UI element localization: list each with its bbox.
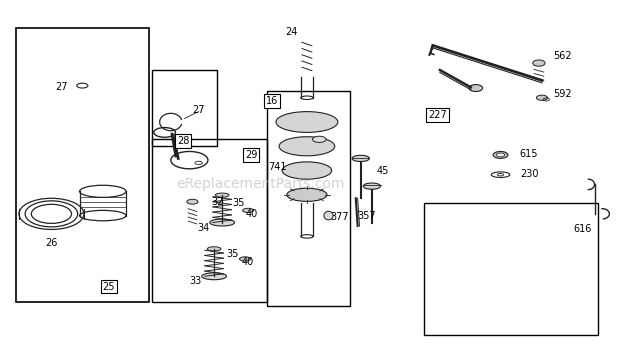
Text: 35: 35 — [226, 249, 239, 259]
Ellipse shape — [210, 219, 234, 226]
Text: 230: 230 — [520, 169, 539, 179]
Ellipse shape — [324, 211, 333, 220]
Text: 33: 33 — [190, 276, 202, 286]
Ellipse shape — [279, 137, 335, 156]
Ellipse shape — [469, 85, 482, 92]
Text: 32: 32 — [211, 197, 223, 207]
Ellipse shape — [496, 153, 505, 157]
Bar — [16, 29, 149, 302]
Ellipse shape — [202, 273, 226, 280]
Ellipse shape — [533, 60, 545, 66]
Text: 377: 377 — [330, 212, 349, 222]
Text: 28: 28 — [177, 136, 189, 146]
Text: 616: 616 — [573, 224, 591, 235]
Bar — [153, 139, 267, 302]
Bar — [267, 91, 350, 306]
Text: 35: 35 — [232, 198, 245, 208]
Bar — [425, 204, 598, 335]
Ellipse shape — [276, 112, 338, 132]
Text: 741: 741 — [268, 162, 287, 172]
Text: 592: 592 — [553, 89, 572, 99]
Text: 34: 34 — [198, 223, 210, 233]
Text: 615: 615 — [519, 149, 538, 159]
Ellipse shape — [312, 136, 326, 142]
Ellipse shape — [493, 151, 508, 158]
Text: 357: 357 — [358, 211, 376, 221]
Ellipse shape — [215, 193, 229, 197]
Ellipse shape — [282, 162, 332, 179]
Text: 40: 40 — [242, 258, 254, 267]
Ellipse shape — [207, 247, 221, 251]
Text: eReplacementParts.com: eReplacementParts.com — [176, 177, 345, 191]
Text: 29: 29 — [245, 150, 257, 160]
Ellipse shape — [242, 208, 254, 213]
Ellipse shape — [352, 155, 370, 161]
Ellipse shape — [239, 257, 250, 261]
Text: 227: 227 — [428, 110, 447, 120]
Text: 16: 16 — [265, 96, 278, 106]
Text: 45: 45 — [377, 166, 389, 175]
Ellipse shape — [287, 188, 327, 201]
Text: 26: 26 — [45, 238, 58, 248]
Ellipse shape — [536, 95, 547, 100]
Text: 40: 40 — [245, 209, 257, 219]
Ellipse shape — [187, 199, 198, 204]
Text: 562: 562 — [553, 51, 572, 61]
Text: 25: 25 — [103, 282, 115, 292]
Text: 27: 27 — [192, 105, 205, 115]
Text: 24: 24 — [285, 27, 298, 37]
Ellipse shape — [363, 183, 381, 189]
Text: 27: 27 — [55, 82, 68, 92]
Bar — [153, 70, 217, 146]
